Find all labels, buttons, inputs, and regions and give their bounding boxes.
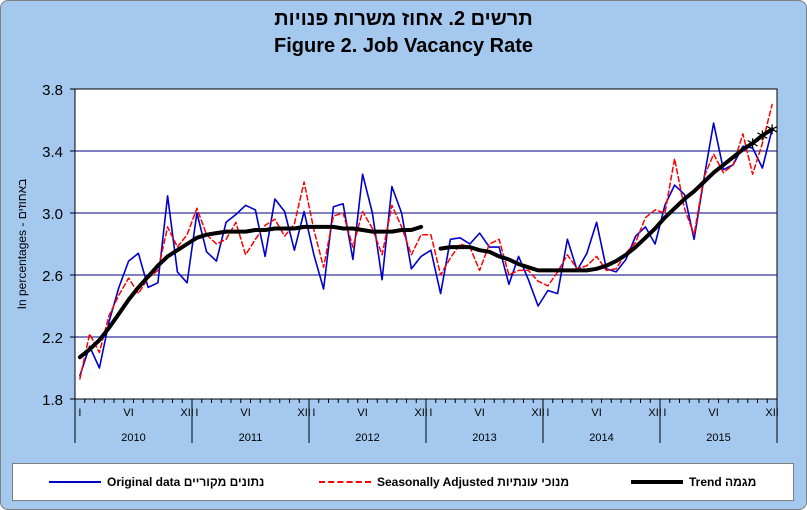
- y-tick-label: 3.0: [42, 206, 63, 223]
- y-tick-label: 2.2: [42, 330, 63, 347]
- x-month-label: VI: [474, 407, 484, 419]
- legend-item-trend: Trend מגמה: [631, 464, 756, 500]
- x-month-label: XII: [531, 407, 544, 419]
- x-year-label: 2012: [355, 432, 379, 444]
- trend-star-marker: [747, 138, 758, 149]
- series-line-trend: [438, 127, 775, 273]
- legend-item-original: Original data נתונים מקוריים: [49, 464, 264, 500]
- legend-item-seasonally-adjusted: Seasonally Adjusted מנוכי עונתיות: [319, 464, 569, 500]
- x-month-label: VI: [357, 407, 367, 419]
- x-month-label: I: [195, 407, 198, 419]
- chart-title-hebrew: תרשים 2. אחוז משרות פנויות: [274, 8, 533, 30]
- series-line-trend: [77, 224, 424, 360]
- y-axis-label: In percentages - באחוזים: [15, 179, 29, 310]
- series-line-seasonally-adjusted: [79, 103, 773, 380]
- x-month-label: I: [312, 407, 315, 419]
- legend: Original data נתונים מקוריים Seasonally …: [12, 463, 794, 501]
- trend-star-marker: [757, 130, 768, 141]
- x-year-label: 2013: [472, 432, 496, 444]
- x-year-label: 2014: [589, 432, 613, 444]
- x-month-label: VI: [240, 407, 250, 419]
- y-tick-label: 3.8: [42, 82, 63, 99]
- x-month-label: XII: [297, 407, 310, 419]
- y-tick-label: 1.8: [42, 392, 63, 409]
- x-month-label: I: [663, 407, 666, 419]
- x-month-label: XII: [765, 407, 778, 419]
- legend-swatch-seasonally-adjusted: [319, 481, 371, 483]
- legend-label-original: Original data נתונים מקוריים: [107, 475, 265, 489]
- legend-swatch-trend: [631, 480, 683, 484]
- x-month-label: XII: [648, 407, 661, 419]
- x-month-label: I: [546, 407, 549, 419]
- legend-label-seasonally-adjusted: Seasonally Adjusted מנוכי עונתיות: [377, 475, 570, 489]
- trend-star-marker: [766, 124, 778, 135]
- chart-title-english: Figure 2. Job Vacancy Rate: [274, 35, 533, 57]
- legend-swatch-original: [49, 481, 101, 483]
- x-month-label: VI: [591, 407, 601, 419]
- x-year-label: 2010: [121, 432, 145, 444]
- x-year-label: 2015: [706, 432, 730, 444]
- x-month-label: VI: [708, 407, 718, 419]
- x-year-label: 2011: [239, 432, 263, 444]
- legend-label-trend: Trend מגמה: [689, 475, 757, 489]
- x-month-label: XII: [414, 407, 427, 419]
- y-tick-label: 3.4: [42, 144, 63, 161]
- series-line-original: [79, 122, 773, 377]
- x-month-label: I: [78, 407, 81, 419]
- x-month-label: XII: [180, 407, 193, 419]
- x-month-label: VI: [123, 407, 133, 419]
- y-tick-label: 2.6: [42, 268, 63, 285]
- x-month-label: I: [429, 407, 432, 419]
